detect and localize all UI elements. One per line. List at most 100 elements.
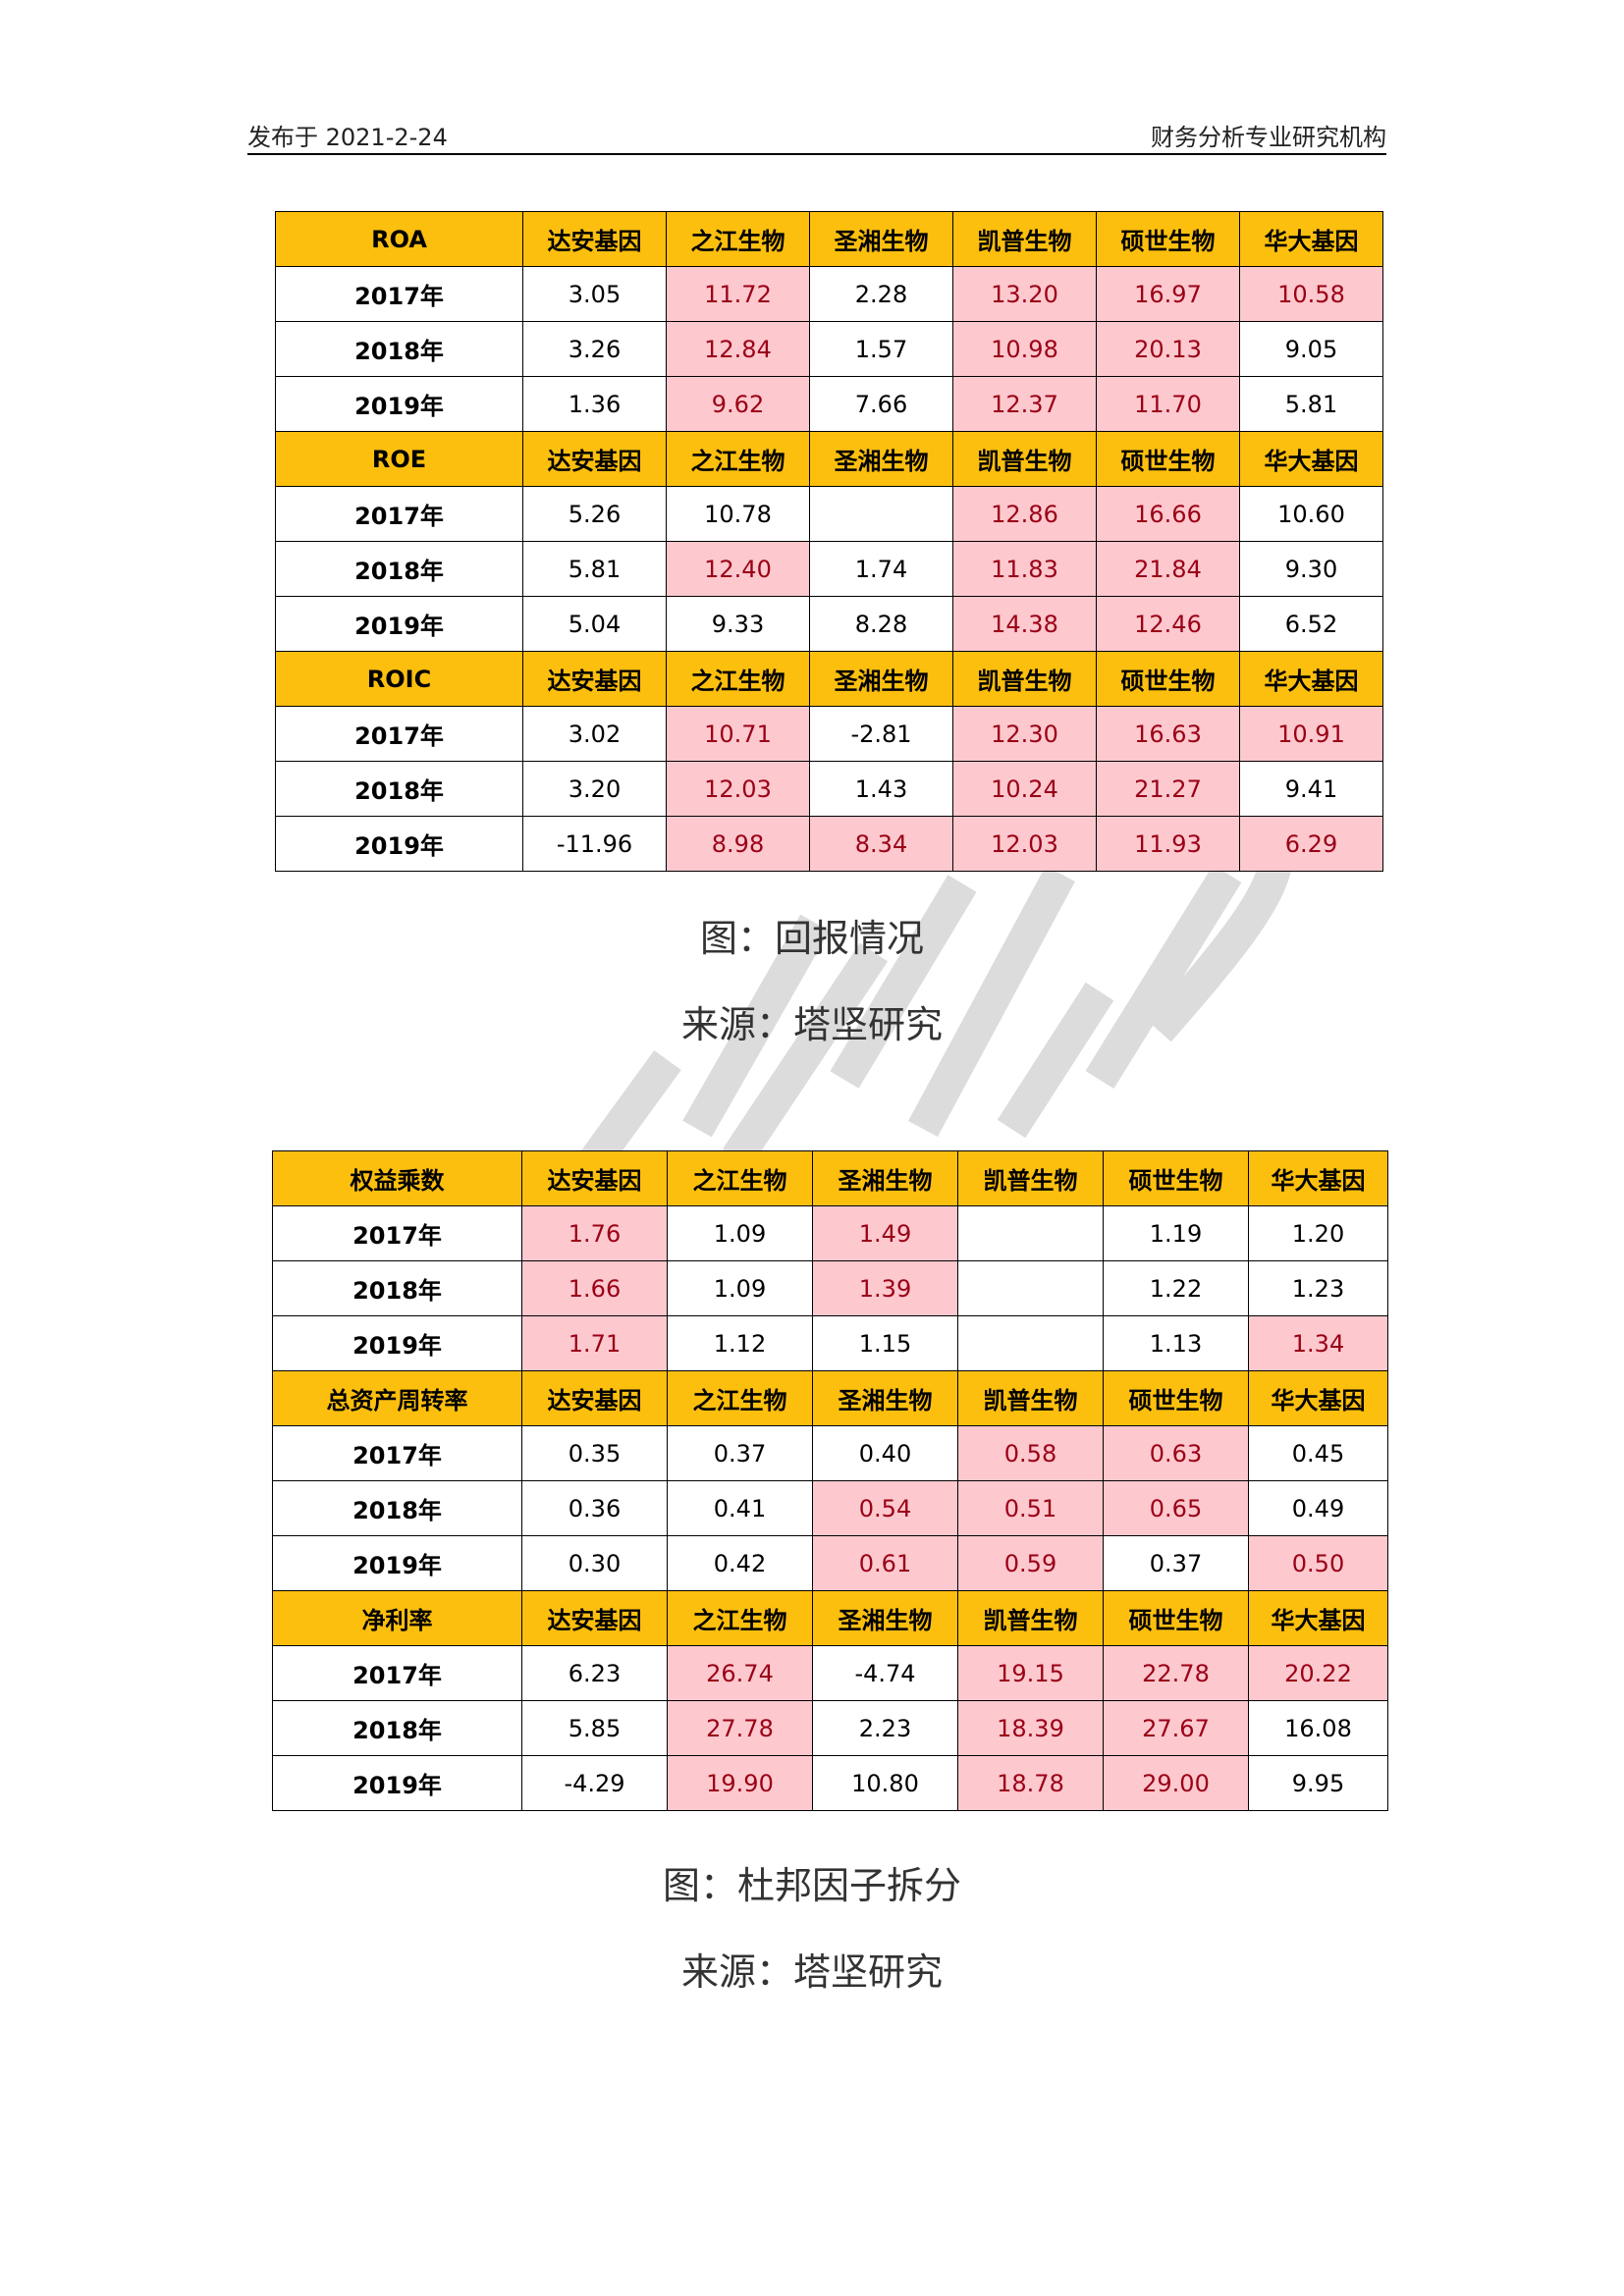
table-cell: -2.81	[809, 706, 953, 762]
table-cell: 18.78	[957, 1755, 1104, 1811]
table-cell: 14.38	[952, 596, 1097, 652]
company-header: 圣湘生物	[809, 211, 953, 267]
table-cell: 11.72	[666, 266, 810, 322]
table-cell: 0.42	[667, 1535, 813, 1591]
year-label: 2019年	[272, 1535, 522, 1591]
company-header: 之江生物	[667, 1150, 813, 1206]
table-cell: 16.63	[1096, 706, 1240, 762]
table-cell: 0.49	[1248, 1480, 1388, 1536]
table-cell: 0.50	[1248, 1535, 1388, 1591]
table-cell: 0.45	[1248, 1425, 1388, 1481]
table-cell: 11.93	[1096, 816, 1240, 872]
table-cell: 1.34	[1248, 1315, 1388, 1371]
table-cell: 1.09	[667, 1205, 813, 1261]
table-cell: 10.80	[812, 1755, 958, 1811]
dupont-table: 权益乘数 达安基因 之江生物 圣湘生物 凯普生物 硕世生物 华大基因 2017年 1.76 1.0…	[272, 1150, 1388, 1811]
company-header: 硕世生物	[1096, 651, 1240, 707]
company-header: 凯普生物	[957, 1590, 1104, 1646]
table-cell: 16.08	[1248, 1700, 1388, 1756]
year-label: 2017年	[275, 706, 523, 762]
table-cell: 22.78	[1103, 1645, 1249, 1701]
table-cell: 0.61	[812, 1535, 958, 1591]
table-header-row: 净利率 达安基因 之江生物 圣湘生物 凯普生物 硕世生物 华大基因	[272, 1590, 1388, 1646]
table-cell: 27.67	[1103, 1700, 1249, 1756]
table-cell: 1.22	[1103, 1260, 1249, 1316]
company-header: 之江生物	[666, 651, 810, 707]
company-header: 达安基因	[521, 1590, 668, 1646]
company-header: 华大基因	[1248, 1150, 1388, 1206]
table-cell: 6.52	[1239, 596, 1383, 652]
table-cell: 12.37	[952, 376, 1097, 432]
table-row: 2017年 3.05 11.72 2.28 13.20 16.97 10.58	[275, 266, 1383, 322]
table-cell: 0.36	[521, 1480, 668, 1536]
table-cell: 5.26	[522, 486, 667, 542]
table-cell: 12.03	[666, 761, 810, 817]
table-cell: 20.13	[1096, 321, 1240, 377]
company-header: 华大基因	[1239, 431, 1383, 487]
table-header-row: 总资产周转率 达安基因 之江生物 圣湘生物 凯普生物 硕世生物 华大基因	[272, 1370, 1388, 1426]
table-cell: 9.33	[666, 596, 810, 652]
company-header: 达安基因	[522, 651, 667, 707]
table-cell: 0.30	[521, 1535, 668, 1591]
table-header-row: ROIC 达安基因 之江生物 圣湘生物 凯普生物 硕世生物 华大基因	[275, 651, 1383, 707]
table-cell: 3.20	[522, 761, 667, 817]
table-cell: 1.20	[1248, 1205, 1388, 1261]
company-header: 达安基因	[522, 211, 667, 267]
table-cell	[809, 486, 953, 542]
company-header: 之江生物	[666, 431, 810, 487]
table-cell: 9.05	[1239, 321, 1383, 377]
table-cell: 12.03	[952, 816, 1097, 872]
table-cell: 10.98	[952, 321, 1097, 377]
table-cell: 1.19	[1103, 1205, 1249, 1261]
year-label: 2019年	[272, 1315, 522, 1371]
table-header-row: ROA 达安基因 之江生物 圣湘生物 凯普生物 硕世生物 华大基因	[275, 211, 1383, 267]
year-label: 2018年	[272, 1700, 522, 1756]
company-header: 圣湘生物	[812, 1150, 958, 1206]
table-cell: 1.09	[667, 1260, 813, 1316]
table-cell: 9.41	[1239, 761, 1383, 817]
table-header-row: 权益乘数 达安基因 之江生物 圣湘生物 凯普生物 硕世生物 华大基因	[272, 1150, 1388, 1206]
company-header: 凯普生物	[957, 1150, 1104, 1206]
table-cell: 19.90	[667, 1755, 813, 1811]
table-cell: 26.74	[667, 1645, 813, 1701]
table-row: 2019年 5.04 9.33 8.28 14.38 12.46 6.52	[275, 596, 1383, 652]
table-cell: 5.81	[1239, 376, 1383, 432]
table-cell: 10.71	[666, 706, 810, 762]
page-header: 发布于 2021-2-24 财务分析专业研究机构	[247, 116, 1386, 155]
table-cell: -4.29	[521, 1755, 668, 1811]
table-cell: -11.96	[522, 816, 667, 872]
table-cell: 1.39	[812, 1260, 958, 1316]
table-cell: 9.95	[1248, 1755, 1388, 1811]
table-row: 2018年 3.20 12.03 1.43 10.24 21.27 9.41	[275, 761, 1383, 817]
table-cell: 29.00	[1103, 1755, 1249, 1811]
table-cell: 5.04	[522, 596, 667, 652]
company-header: 华大基因	[1248, 1370, 1388, 1426]
table-cell: 3.26	[522, 321, 667, 377]
table-cell: 6.23	[521, 1645, 668, 1701]
year-label: 2018年	[272, 1480, 522, 1536]
table-cell	[957, 1205, 1104, 1261]
company-header: 硕世生物	[1103, 1590, 1249, 1646]
table-cell: 12.84	[666, 321, 810, 377]
table-cell: 0.35	[521, 1425, 668, 1481]
table-cell: 20.22	[1248, 1645, 1388, 1701]
table-cell: 1.74	[809, 541, 953, 597]
table-cell: 18.39	[957, 1700, 1104, 1756]
table-cell: 5.81	[522, 541, 667, 597]
table-row: 2017年 6.23 26.74 -4.74 19.15 22.78 20.22	[272, 1645, 1388, 1701]
company-header: 硕世生物	[1103, 1150, 1249, 1206]
org-name: 财务分析专业研究机构	[1151, 124, 1386, 151]
table-row: 2018年 5.85 27.78 2.23 18.39 27.67 16.08	[272, 1700, 1388, 1756]
publish-date: 发布于 2021-2-24	[247, 124, 448, 151]
company-header: 硕世生物	[1103, 1370, 1249, 1426]
year-label: 2017年	[275, 486, 523, 542]
company-header: 华大基因	[1248, 1590, 1388, 1646]
year-label: 2018年	[275, 541, 523, 597]
company-header: 圣湘生物	[812, 1370, 958, 1426]
table-row: 2018年 5.81 12.40 1.74 11.83 21.84 9.30	[275, 541, 1383, 597]
table-cell: 0.40	[812, 1425, 958, 1481]
metric-label: ROE	[275, 431, 523, 487]
table-cell: 0.63	[1103, 1425, 1249, 1481]
table-cell: 11.83	[952, 541, 1097, 597]
table-cell: 3.05	[522, 266, 667, 322]
